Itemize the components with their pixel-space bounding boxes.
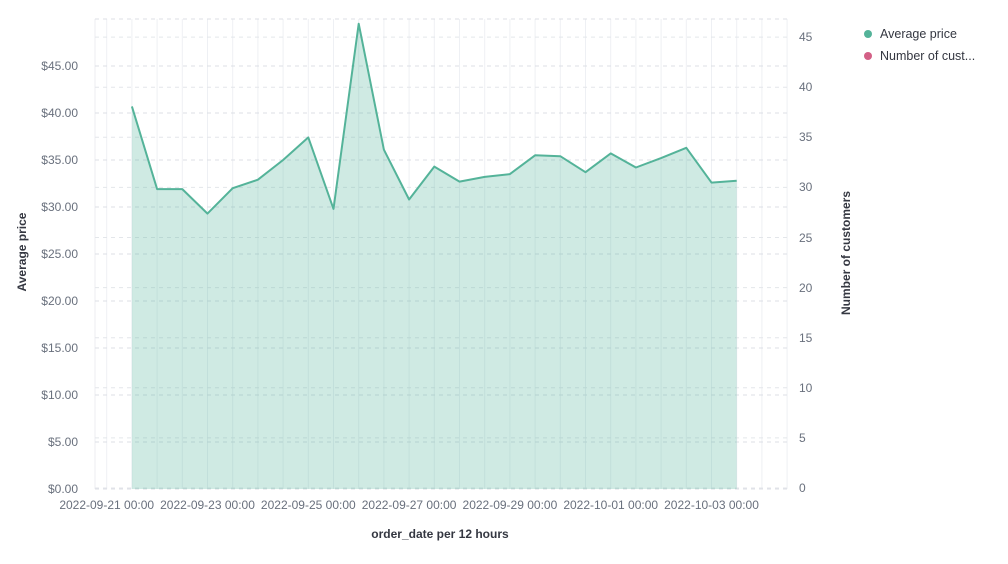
right-axis-tick: 20 (799, 280, 813, 295)
left-axis-tick: $15.00 (41, 341, 78, 355)
right-axis-tick: 10 (799, 380, 813, 395)
series-area-left (131, 23, 737, 489)
left-axis-tick: $40.00 (41, 106, 78, 120)
right-axis-tick: 30 (799, 180, 813, 195)
x-axis-title: order_date per 12 hours (371, 527, 509, 541)
left-axis-title: Average price (15, 212, 29, 292)
left-axis-tick: $10.00 (41, 388, 78, 402)
legend-item[interactable]: Number of cust... (864, 45, 975, 67)
series-line-left (130, 22, 737, 215)
x-axis-tick: 2022-09-23 00:00 (160, 498, 255, 512)
x-axis-tick: 2022-09-25 00:00 (260, 498, 356, 512)
left-axis-tick: $25.00 (41, 247, 78, 261)
x-axis-tick: 2022-09-29 00:00 (462, 498, 558, 512)
left-axis-tick: $35.00 (41, 153, 78, 167)
left-axis-tick: $0.00 (47, 482, 78, 496)
legend-item[interactable]: Average price (864, 23, 975, 45)
legend: Average price Number of cust... (864, 23, 975, 67)
right-axis-tick: 15 (799, 330, 813, 345)
right-axis-tick: 45 (799, 30, 813, 45)
legend-dot-icon (864, 30, 872, 38)
left-axis-tick: $5.00 (47, 435, 78, 449)
legend-label: Average price (880, 27, 957, 41)
x-axis-tick: 2022-09-27 00:00 (361, 498, 457, 512)
right-axis-tick: 35 (799, 130, 813, 145)
left-axis-tick: $30.00 (41, 200, 78, 214)
left-axis-tick: $20.00 (41, 294, 78, 308)
right-axis-tick: 0 (799, 481, 806, 495)
right-axis-tick: 25 (799, 230, 813, 245)
legend-dot-icon (864, 52, 872, 60)
right-axis-title: Number of customers (839, 190, 853, 316)
right-axis-tick: 40 (799, 80, 813, 95)
legend-label: Number of cust... (880, 49, 976, 63)
left-axis-tick: $45.00 (41, 59, 78, 73)
x-axis-tick: 2022-09-21 00:00 (59, 498, 155, 512)
right-axis-tick: 5 (799, 430, 806, 445)
x-axis-tick: 2022-10-03 00:00 (664, 498, 759, 512)
x-axis-tick: 2022-10-01 00:00 (563, 498, 659, 512)
